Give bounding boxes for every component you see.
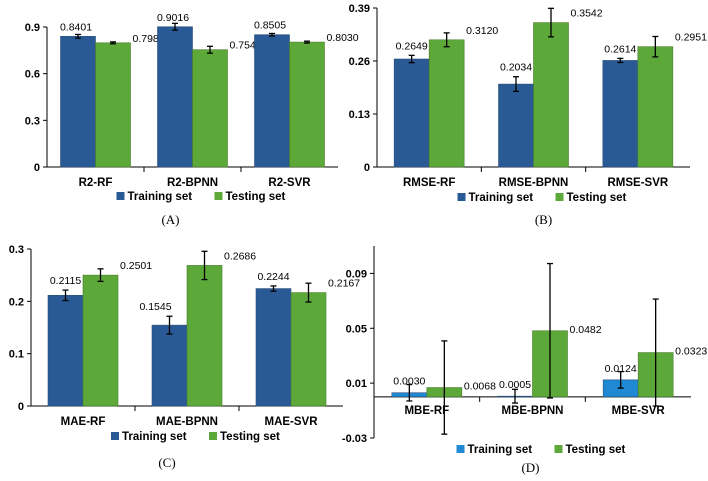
- legend-swatch-training: [111, 432, 119, 440]
- y-tick-label: 0.13: [349, 109, 370, 121]
- panel-caption: (A): [161, 212, 179, 227]
- data-label: 0.2614: [604, 43, 636, 55]
- legend: Training set Testing set: [111, 431, 280, 443]
- category-label: MAE-RF: [61, 416, 106, 428]
- bar-testing-mae-bpnn: [186, 265, 223, 407]
- bar-testing-rmse-bpnn: [533, 22, 569, 168]
- legend-swatch-training: [457, 193, 466, 201]
- data-label: 0.2244: [257, 271, 289, 283]
- legend: Training set Testing set: [116, 191, 286, 203]
- category-label: RMSE-SVR: [607, 177, 668, 189]
- category-label: MBE-SVR: [612, 405, 666, 417]
- category-label: MAE-BPNN: [156, 416, 218, 428]
- legend-swatch-training: [116, 192, 125, 200]
- y-tick-label: 0.2: [9, 296, 24, 308]
- bar-training-r2-svr: [254, 34, 290, 168]
- legend-label-testing: Testing set: [566, 444, 626, 456]
- legend-label-testing: Testing set: [220, 431, 280, 443]
- y-tick-label: 0.26: [349, 56, 370, 68]
- data-label: 0.3542: [571, 8, 603, 20]
- bar-testing-mae-rf: [82, 274, 119, 407]
- y-tick-label: -0.03: [342, 433, 367, 445]
- data-label: 0.9016: [157, 12, 189, 24]
- category-label: R2-BPNN: [167, 177, 218, 189]
- category-label: MBE-BPNN: [502, 405, 564, 417]
- data-label: 0.7540: [230, 40, 262, 52]
- legend-label-testing: Testing set: [567, 192, 627, 204]
- panel-caption: (C): [158, 455, 175, 470]
- y-tick-label: 0.9: [25, 22, 40, 34]
- bar-training-mae-bpnn: [151, 324, 188, 407]
- data-label: 0.2649: [396, 40, 428, 52]
- y-tick-label: 0: [364, 162, 370, 174]
- chart-panel-b: 0 0.13 0.26 0.39 RMSE-RF 0.2649 0.3120 RMSE-BPN…: [349, 3, 708, 227]
- y-tick-label: 0.3: [9, 244, 24, 256]
- legend-label-testing: Testing set: [226, 191, 286, 203]
- bar-testing-r2-bpnn: [192, 49, 228, 168]
- category-label: MAE-SVR: [264, 416, 318, 428]
- y-tick-label: 0.39: [349, 3, 370, 15]
- legend-swatch-testing: [554, 445, 563, 453]
- data-label: 0.2167: [328, 278, 360, 290]
- y-tick-label: 0: [18, 401, 24, 413]
- bar-training-mae-rf: [47, 295, 84, 407]
- y-tick-label: 0.05: [346, 323, 367, 335]
- category-label: MBE-RF: [404, 405, 449, 417]
- legend-swatch-training: [456, 445, 465, 453]
- chart-panel-a: 0 0.3 0.6 0.9 R2-RF 0.8401 0.7983 R2-BPNN 0.9016…: [25, 12, 359, 227]
- data-label: 0.0005: [499, 379, 531, 391]
- data-label: 0.0482: [570, 324, 602, 336]
- bar-training-r2-bpnn: [157, 26, 193, 168]
- category-label: RMSE-BPNN: [499, 177, 569, 189]
- data-label: 0.3120: [466, 25, 498, 37]
- data-label: 0.2686: [224, 250, 256, 262]
- data-label: 0.1545: [139, 301, 171, 313]
- bar-testing-r2-rf: [95, 42, 131, 168]
- bar-training-r2-rf: [60, 36, 96, 168]
- bar-testing-mae-svr: [290, 292, 327, 407]
- panel-caption: (D): [521, 460, 539, 475]
- legend-label-training: Training set: [128, 191, 193, 203]
- y-tick-label: 0.1: [9, 349, 24, 361]
- y-tick-label: 0.3: [25, 115, 40, 127]
- data-label: 0.2951: [675, 32, 707, 44]
- bar-training-rmse-bpnn: [498, 83, 534, 168]
- category-label: RMSE-RF: [403, 177, 455, 189]
- data-label: 0.8505: [254, 20, 286, 32]
- data-label: 0.0323: [675, 346, 707, 358]
- bar-training-rmse-rf: [393, 58, 430, 168]
- legend-swatch-testing: [214, 192, 223, 200]
- data-label: 0.7983: [133, 33, 165, 45]
- chart-panel-c: 0 0.1 0.2 0.3 MAE-RF 0.2115 0.2501 MAE-BPNN 0.15…: [9, 244, 361, 470]
- legend-label-training: Training set: [122, 431, 187, 443]
- bar-training-rmse-svr: [602, 60, 639, 168]
- data-label: 0.0124: [605, 363, 637, 375]
- legend-swatch-testing: [209, 432, 217, 440]
- category-label: R2-RF: [79, 177, 113, 189]
- legend-label-training: Training set: [468, 444, 533, 456]
- data-label: 0.8030: [327, 32, 359, 44]
- chart-panel-d: -0.03 0.01 0.05 0.09 MBE-RF 0.0030 0.0068 MBE-B…: [342, 246, 707, 475]
- bar-testing-rmse-svr: [637, 46, 674, 168]
- bar-training-mae-svr: [255, 288, 292, 407]
- y-tick-label: 0: [34, 162, 40, 174]
- y-tick-label: 0.01: [346, 378, 367, 390]
- data-label: 0.2501: [120, 260, 152, 272]
- data-label: 0.0030: [393, 376, 425, 388]
- data-label: 0.8401: [60, 21, 92, 33]
- legend: Training set Testing set: [457, 192, 627, 204]
- panel-caption: (B): [535, 212, 552, 227]
- y-tick-label: 0.6: [25, 69, 40, 81]
- legend-label-training: Training set: [469, 192, 534, 204]
- bar-testing-r2-svr: [289, 41, 325, 168]
- legend-swatch-testing: [555, 193, 564, 201]
- category-label: R2-SVR: [268, 177, 311, 189]
- y-tick-label: 0.09: [346, 268, 367, 280]
- data-label: 0.2034: [500, 62, 532, 74]
- data-label: 0.0068: [464, 381, 496, 393]
- legend: Training set Testing set: [456, 444, 626, 456]
- bar-testing-rmse-rf: [428, 39, 465, 168]
- data-label: 0.2115: [50, 275, 81, 287]
